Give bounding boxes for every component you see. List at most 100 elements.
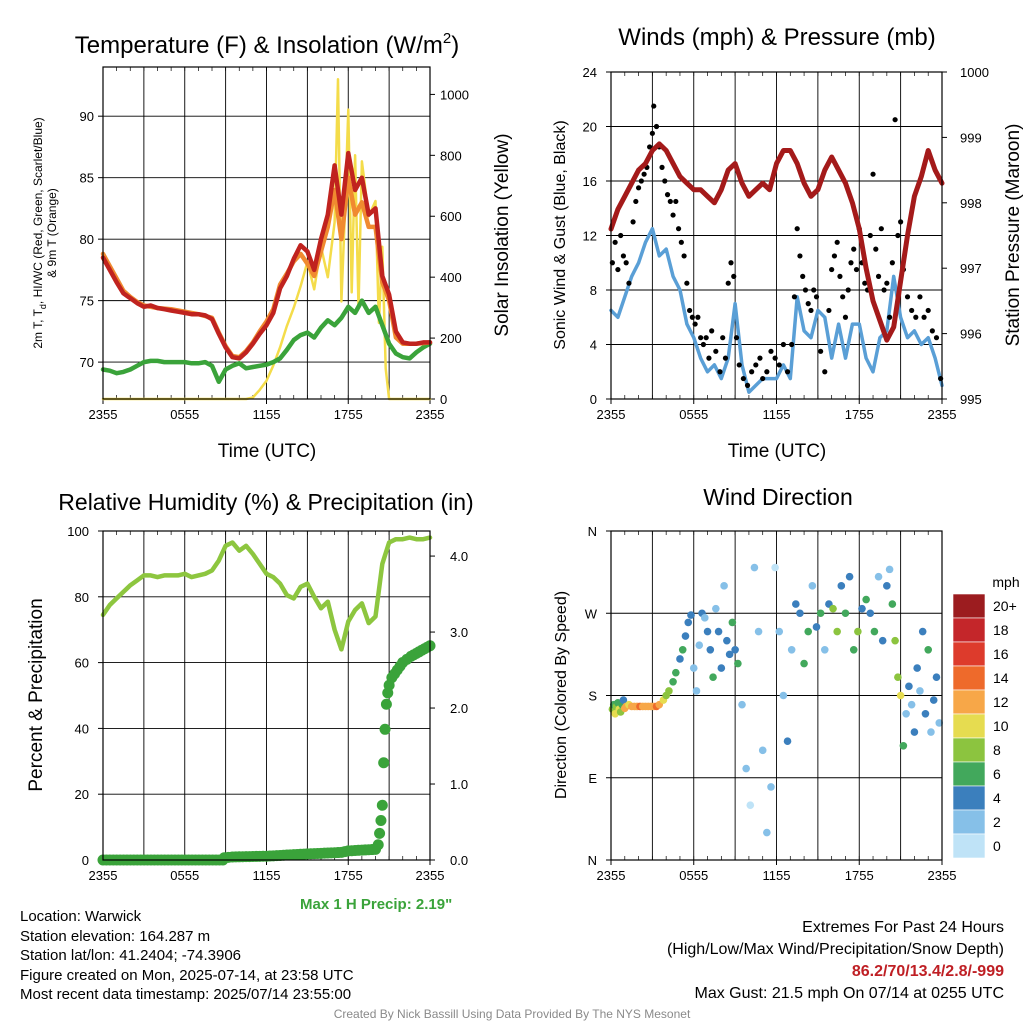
direction-point: [684, 618, 693, 627]
colorbar-label: 12: [993, 694, 1009, 710]
direction-title: Wind Direction: [703, 484, 853, 510]
direction-point: [723, 636, 731, 645]
direction-point: [905, 682, 913, 691]
winds-gust-point: [630, 219, 636, 225]
temperature-title: Temperature (F) & Insolation (W/m2): [75, 30, 459, 59]
colorbar-swatch: [952, 641, 986, 667]
direction-ytick-label: W: [585, 606, 598, 621]
winds-ytick-label: 12: [583, 229, 597, 244]
temperature-y2tick-label: 200: [440, 331, 462, 346]
winds-gust-point: [653, 123, 660, 130]
colorbar-swatch: [952, 593, 986, 619]
direction-point: [731, 646, 739, 654]
direction-point: [783, 737, 792, 745]
direction-point: [738, 700, 746, 709]
winds-gust-point: [647, 144, 653, 150]
humidity-xtick-label: 1755: [334, 868, 363, 883]
winds-gust-point: [720, 335, 726, 341]
temperature-series-dewpoint: [100, 298, 433, 385]
winds-gust-point: [845, 287, 851, 293]
winds-gust-point: [618, 232, 624, 239]
credit-text: Created By Nick Bassill Using Data Provi…: [333, 1007, 691, 1021]
winds-ytick-label: 4: [590, 338, 597, 353]
direction-point: [709, 673, 717, 682]
humidity-ytick-label: 20: [75, 787, 89, 802]
direction-point: [833, 627, 841, 636]
humidity-y2tick-label: 1.0: [450, 777, 468, 792]
winds-gust-point: [662, 178, 668, 184]
direction-point: [665, 687, 673, 695]
max-precip-note: Max 1 H Precip: 2.19": [300, 896, 453, 913]
winds-ytick-label: 24: [583, 65, 597, 80]
winds-gust-point: [733, 335, 740, 341]
winds-gust-point: [811, 287, 817, 293]
direction-point: [845, 572, 854, 581]
colorbar-label: 8: [993, 742, 1001, 758]
winds-gust-point: [768, 348, 774, 354]
winds-gust-point: [904, 294, 911, 300]
winds-gust-point: [794, 226, 800, 232]
direction-point: [935, 719, 944, 727]
winds-gust-point: [808, 307, 814, 314]
winds-xtick-label: 1755: [845, 407, 874, 422]
colorbar-swatch: [952, 665, 986, 691]
colorbar-swatch: [952, 833, 986, 859]
winds-gust-point: [921, 314, 927, 320]
winds-gust-point: [687, 307, 693, 314]
humidity-frame: [102, 530, 431, 861]
winds-ylabel-left: Sonic Wind & Gust (Blue, Black): [552, 120, 569, 349]
winds-panel: 2355 0555 1155 1755 235504812162024995996997…: [552, 24, 1024, 462]
winds-gust-point: [884, 280, 890, 286]
direction-point: [714, 627, 723, 636]
temperature-frame: [102, 66, 431, 400]
direction-point: [899, 741, 908, 750]
winds-gust-point: [703, 335, 709, 341]
winds-xtick-label: 0555: [679, 407, 708, 422]
winds-gust-point: [706, 355, 712, 361]
direction-point: [700, 614, 709, 622]
winds-ytick-label: 20: [583, 120, 597, 135]
winds-gust-point: [889, 260, 895, 266]
winds-gust-point: [791, 294, 798, 300]
direction-point: [775, 627, 784, 636]
direction-point: [829, 604, 837, 613]
temperature-ytick-label: 75: [80, 294, 94, 309]
direction-point: [750, 563, 759, 572]
direction-point: [878, 636, 887, 645]
winds-gust-point: [638, 178, 644, 184]
winds-gust-point: [713, 348, 719, 354]
direction-point: [703, 627, 712, 636]
winds-gust-point: [776, 362, 782, 368]
temperature-ytick-label: 85: [80, 171, 94, 186]
winds-y2tick-label: 1000: [960, 65, 989, 80]
direction-point: [804, 627, 813, 636]
direction-point: [754, 627, 763, 636]
winds-gust-point: [813, 294, 820, 300]
direction-point: [854, 627, 862, 636]
winds-gust-point: [818, 348, 824, 354]
temperature-xlabel: Time (UTC): [218, 441, 317, 462]
winds-gust-point: [892, 117, 898, 123]
humidity-ytick-label: 0: [82, 853, 89, 868]
winds-gust-point: [853, 266, 860, 273]
winds-gust-point: [848, 260, 854, 266]
direction-point: [883, 582, 891, 590]
direction-point: [763, 828, 771, 837]
temperature-y2tick-label: 800: [440, 148, 462, 163]
winds-gust-point: [753, 362, 759, 368]
direction-point: [728, 618, 737, 627]
humidity-precip-point: [376, 799, 388, 811]
winds-gust-point: [840, 294, 846, 300]
winds-gust-point: [612, 239, 618, 245]
direction-point: [681, 632, 690, 640]
direction-point: [921, 709, 930, 718]
direction-point: [918, 627, 927, 636]
temperature-panel: 2355 0555 1155 1755 2355 70 75 80 85 90 0 200 400 600…: [31, 30, 513, 462]
winds-gust-point: [789, 341, 795, 348]
direction-frame: [610, 530, 943, 861]
colorbar-swatch: [952, 689, 986, 715]
winds-gust-point: [749, 369, 755, 375]
direction-point: [924, 646, 933, 654]
direction-point: [669, 677, 677, 686]
winds-series-wind: [609, 226, 944, 394]
